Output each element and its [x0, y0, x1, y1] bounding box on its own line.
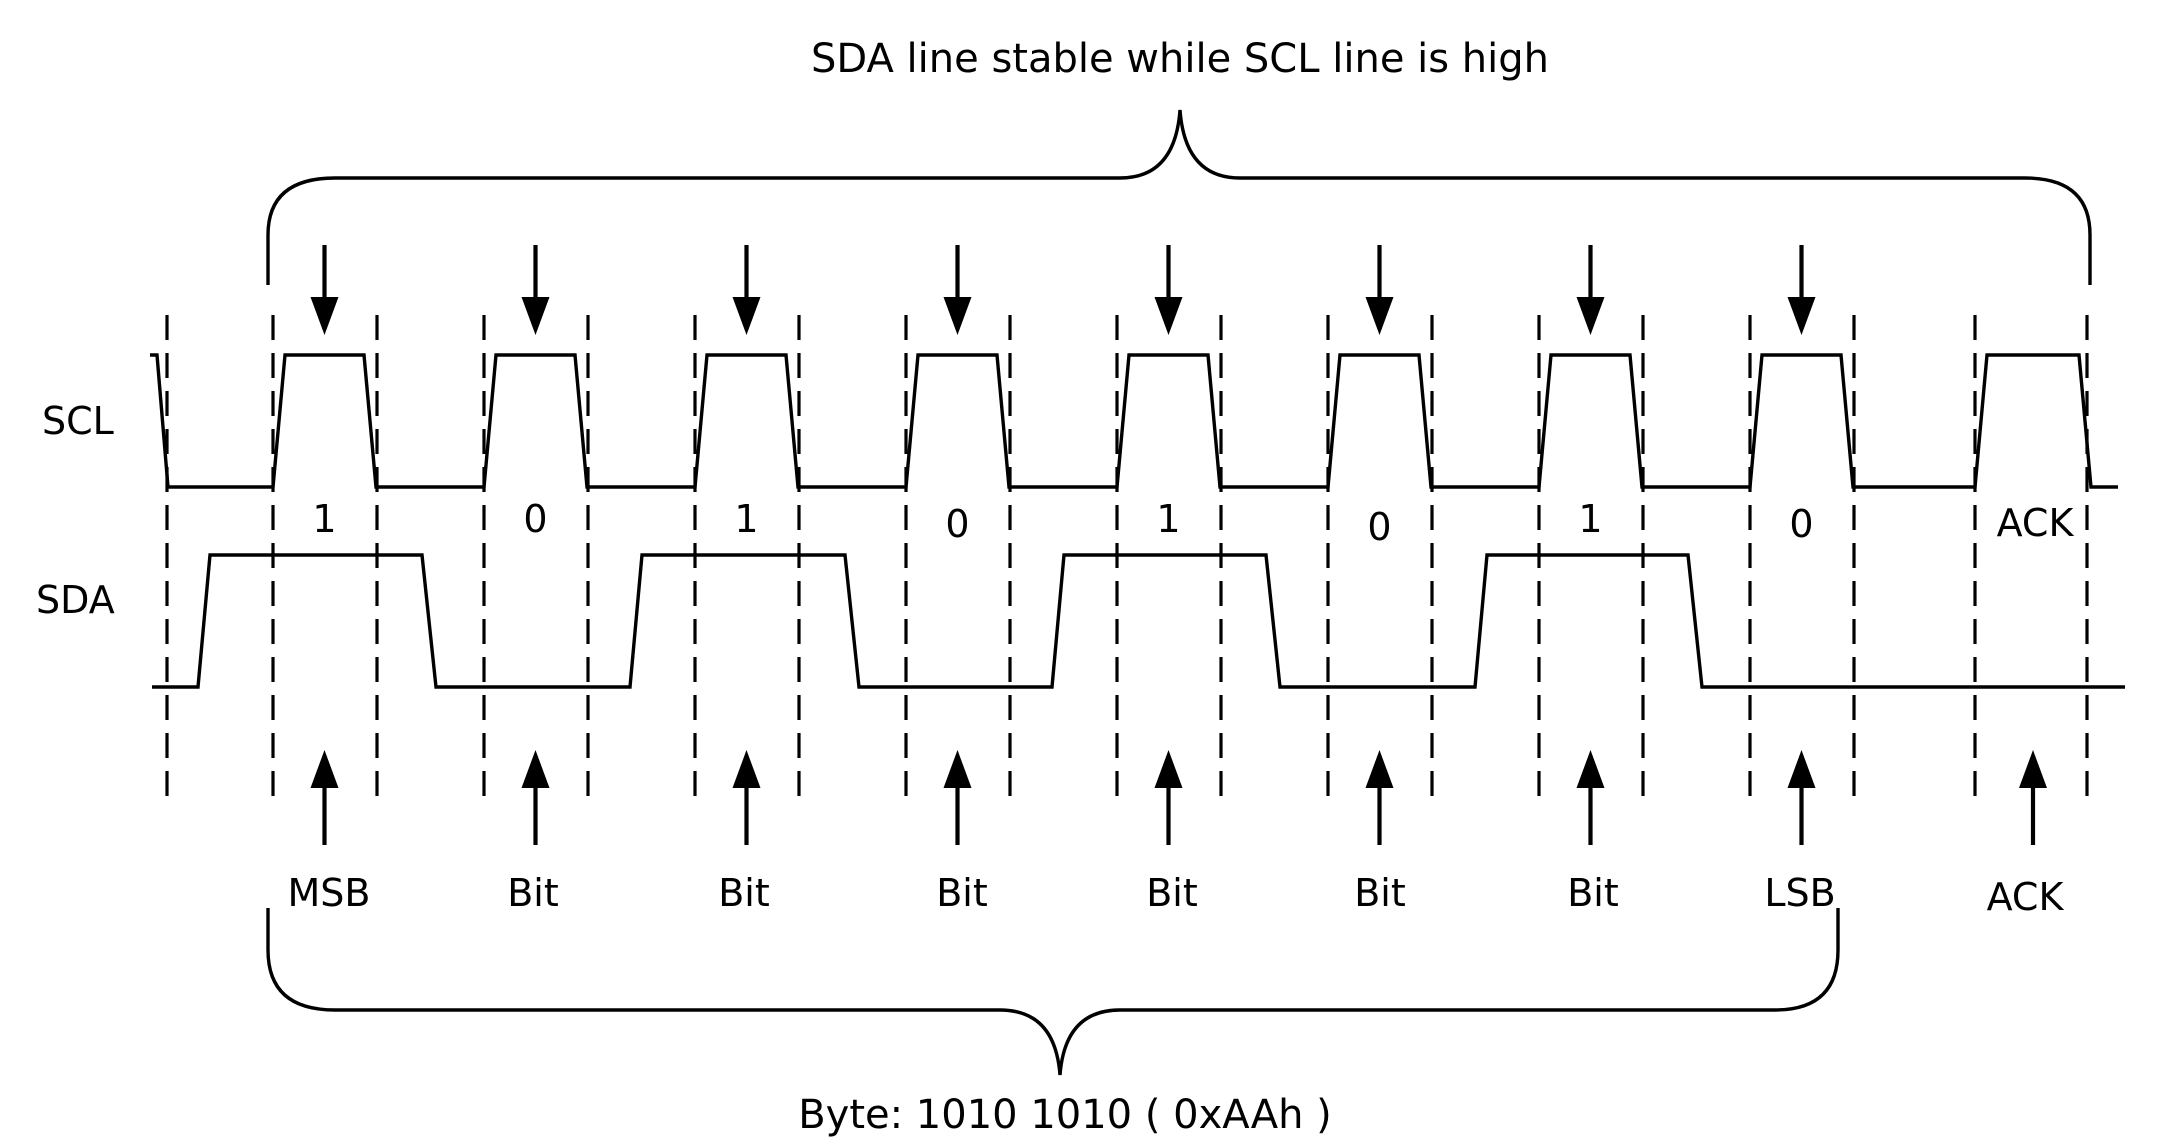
bottom-brace	[266, 908, 1840, 1076]
ack-label: ACK	[1987, 875, 2065, 919]
bit-value: 0	[1789, 502, 1813, 546]
bit-position-label: Bit	[936, 871, 988, 915]
top-brace	[266, 109, 2092, 285]
bit-labels: 1 MSB 0 Bit 1 Bit 0 Bit 1 Bit 0 Bit 1 Bit 0 LSB ACK ACK	[288, 497, 2075, 919]
sample-down-arrow-2-head	[732, 297, 761, 335]
waveforms	[150, 353, 2125, 689]
bit-value: 1	[1578, 497, 1602, 541]
sample-down-arrow-5-head	[1365, 297, 1394, 335]
sda-waveform	[152, 553, 2125, 689]
bit-value: 0	[945, 502, 969, 546]
bottom-annotation: Byte: 1010 1010 ( 0xAAh )	[798, 1092, 1332, 1138]
bit-value: 0	[523, 497, 547, 541]
sample-up-arrow-2-head	[732, 750, 761, 788]
bit-position-label: Bit	[507, 871, 559, 915]
sample-up-arrow-6-head	[1576, 750, 1605, 788]
sample-down-arrow-3-head	[943, 297, 972, 335]
sda-label: SDA	[36, 578, 115, 622]
sample-down-arrow-4-head	[1154, 297, 1183, 335]
bit-value: 1	[312, 497, 336, 541]
bit-value: 0	[1367, 505, 1391, 549]
bit-position-label: Bit	[1146, 871, 1198, 915]
bit-position-label: LSB	[1764, 871, 1835, 915]
sample-up-arrow-1-head	[521, 750, 550, 788]
bit-position-label: Bit	[1567, 871, 1619, 915]
sample-up-arrow-3-head	[943, 750, 972, 788]
sample-up-arrow-7-head	[1787, 750, 1816, 788]
sample-up-arrow-5-head	[1365, 750, 1394, 788]
ack-up-arrow-head	[2019, 750, 2047, 788]
scl-waveform	[150, 353, 2118, 489]
timing-guide-lines	[165, 315, 2089, 800]
scl-label: SCL	[42, 399, 114, 443]
sample-up-arrow-4-head	[1154, 750, 1183, 788]
sample-arrows	[310, 245, 2047, 845]
bit-position-label: Bit	[1354, 871, 1406, 915]
sample-down-arrow-0-head	[310, 297, 339, 335]
bit-position-label: MSB	[288, 871, 371, 915]
bit-value: 1	[734, 497, 758, 541]
sample-up-arrow-0-head	[310, 750, 339, 788]
bit-position-label: Bit	[718, 871, 770, 915]
ack-value: ACK	[1997, 501, 2075, 545]
sample-down-arrow-6-head	[1576, 297, 1605, 335]
sample-down-arrow-1-head	[521, 297, 550, 335]
top-annotation: SDA line stable while SCL line is high	[811, 36, 1549, 82]
sample-down-arrow-7-head	[1787, 297, 1816, 335]
bit-value: 1	[1156, 497, 1180, 541]
